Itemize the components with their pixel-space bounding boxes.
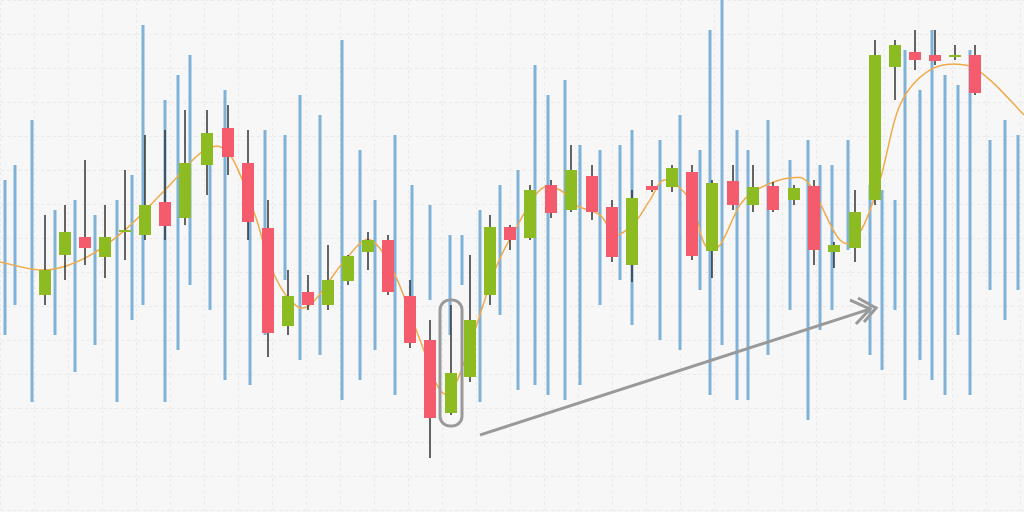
candle-body <box>119 230 131 232</box>
candle-body <box>686 172 698 256</box>
candle-body <box>586 176 598 212</box>
candle-body <box>79 237 91 248</box>
candle-body <box>545 185 557 213</box>
candle-body <box>889 45 901 67</box>
candle-body <box>179 163 191 218</box>
candle-body <box>39 270 51 295</box>
candle-body <box>322 280 334 305</box>
candle-body <box>969 55 981 93</box>
average-line <box>0 63 1024 396</box>
candle-body <box>282 296 294 326</box>
candle-body <box>99 237 111 257</box>
candle-body <box>302 292 314 305</box>
candle-body <box>849 212 861 248</box>
candle-body <box>727 181 739 205</box>
range-layer <box>3 0 1020 420</box>
candle-body <box>929 55 941 61</box>
candle-body <box>504 227 516 240</box>
candle-body <box>464 320 476 377</box>
arrow-head <box>849 296 879 326</box>
highlight-box <box>438 298 464 428</box>
candle-body <box>242 163 254 222</box>
candle-body <box>626 198 638 265</box>
candle-body <box>201 133 213 165</box>
candle-body <box>262 228 274 333</box>
candle-body <box>747 187 759 205</box>
candle-body <box>949 55 961 57</box>
candle-layer <box>39 30 981 458</box>
candle-body <box>139 205 151 235</box>
candle-body <box>606 207 618 257</box>
candle-body <box>828 245 840 252</box>
candle-body <box>524 190 536 238</box>
candle-body <box>424 340 436 418</box>
candle-body <box>59 232 71 255</box>
candle-body <box>666 168 678 187</box>
candle-body <box>869 55 881 200</box>
candle-body <box>445 373 457 413</box>
candle-body <box>362 240 374 252</box>
annotation <box>438 296 879 437</box>
candle-body <box>404 296 416 343</box>
trend-arrow <box>479 307 871 437</box>
average-layer <box>0 63 1024 396</box>
candle-body <box>159 202 171 226</box>
candle-body <box>342 256 354 281</box>
candle-body <box>808 186 820 250</box>
candle-body <box>788 188 800 200</box>
candle-body <box>565 170 577 210</box>
candle-body <box>909 52 921 60</box>
candle-body <box>382 240 394 292</box>
candle-body <box>646 186 658 190</box>
candle-body <box>706 183 718 251</box>
candle-body <box>767 186 779 210</box>
candle-body <box>484 227 496 295</box>
candle-body <box>222 128 234 157</box>
